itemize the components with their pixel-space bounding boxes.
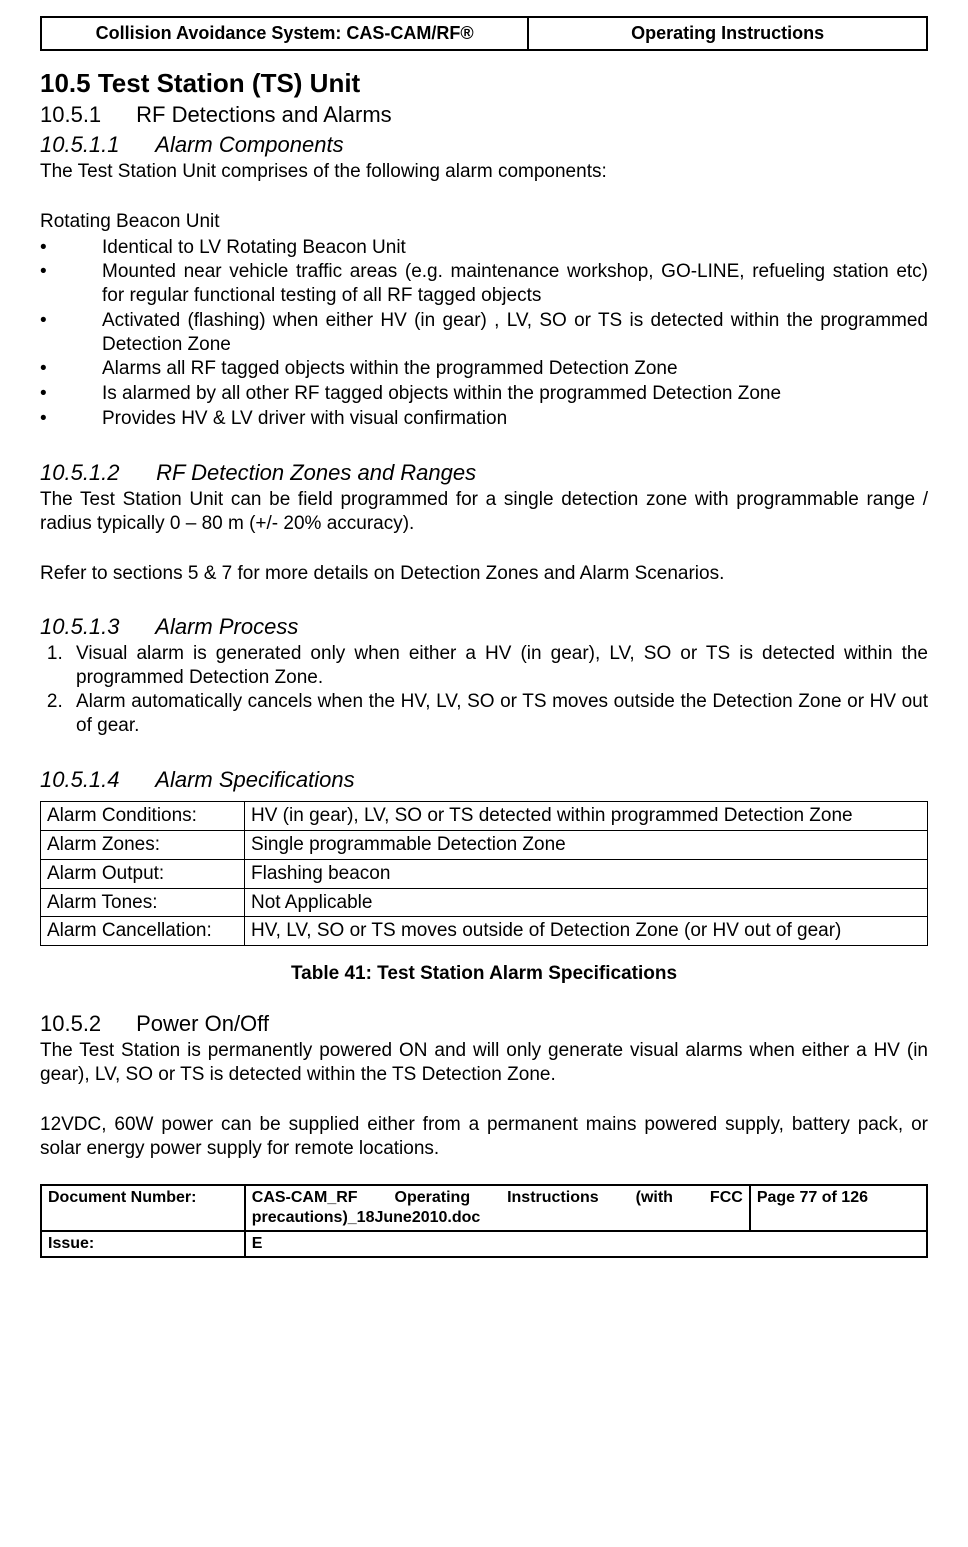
subheading-rotating-beacon: Rotating Beacon Unit <box>40 210 928 234</box>
alarm-spec-table: Alarm Conditions: HV (in gear), LV, SO o… <box>40 801 928 946</box>
heading-3-1: 10.5.1.1 Alarm Components <box>40 131 928 159</box>
table-row: Alarm Output: Flashing beacon <box>41 859 928 888</box>
table-caption: Table 41: Test Station Alarm Specificati… <box>40 962 928 986</box>
list-item: Identical to LV Rotating Beacon Unit <box>40 236 928 260</box>
spec-label: Alarm Conditions: <box>41 802 245 831</box>
list-item: Alarm automatically cancels when the HV,… <box>68 690 928 738</box>
header-bar: Collision Avoidance System: CAS-CAM/RF® … <box>40 16 928 51</box>
spec-label: Alarm Cancellation: <box>41 917 245 946</box>
list-item: Mounted near vehicle traffic areas (e.g.… <box>40 260 928 308</box>
spec-value: Single programmable Detection Zone <box>245 831 928 860</box>
heading-3-4-num: 10.5.1.4 <box>40 766 150 794</box>
header-right: Operating Instructions <box>528 17 927 50</box>
table-row: Alarm Cancellation: HV, LV, SO or TS mov… <box>41 917 928 946</box>
list-item: Provides HV & LV driver with visual conf… <box>40 407 928 431</box>
heading-3-2-title: RF Detection Zones and Ranges <box>156 460 476 485</box>
spec-label: Alarm Output: <box>41 859 245 888</box>
header-left: Collision Avoidance System: CAS-CAM/RF® <box>41 17 528 50</box>
spec-value: HV, LV, SO or TS moves outside of Detect… <box>245 917 928 946</box>
heading-3-1-title: Alarm Components <box>155 132 343 157</box>
para-5a: The Test Station is permanently powered … <box>40 1039 928 1087</box>
heading-2-2-title: Power On/Off <box>136 1011 269 1036</box>
heading-3-3-num: 10.5.1.3 <box>40 613 150 641</box>
heading-2-1-title: RF Detections and Alarms <box>136 102 392 127</box>
para-5b: 12VDC, 60W power can be supplied either … <box>40 1113 928 1161</box>
spec-value: Not Applicable <box>245 888 928 917</box>
page-content: Collision Avoidance System: CAS-CAM/RF® … <box>0 0 968 1274</box>
heading-2-1: 10.5.1 RF Detections and Alarms <box>40 101 928 129</box>
footer-page: Page 77 of 126 <box>750 1185 927 1231</box>
footer-issue-label: Issue: <box>41 1231 245 1257</box>
numbered-list-3: Visual alarm is generated only when eith… <box>40 642 928 738</box>
heading-2-1-num: 10.5.1 <box>40 101 130 129</box>
list-item: Visual alarm is generated only when eith… <box>68 642 928 690</box>
table-row: Alarm Conditions: HV (in gear), LV, SO o… <box>41 802 928 831</box>
list-item: Activated (flashing) when either HV (in … <box>40 309 928 357</box>
heading-3-1-num: 10.5.1.1 <box>40 131 150 159</box>
spec-label: Alarm Zones: <box>41 831 245 860</box>
para-2b: Refer to sections 5 & 7 for more details… <box>40 562 928 586</box>
list-item: Is alarmed by all other RF tagged object… <box>40 382 928 406</box>
heading-3-3: 10.5.1.3 Alarm Process <box>40 613 928 641</box>
spec-value: Flashing beacon <box>245 859 928 888</box>
heading-2-2: 10.5.2 Power On/Off <box>40 1010 928 1038</box>
heading-3-2-num: 10.5.1.2 <box>40 459 150 487</box>
intro-para: The Test Station Unit comprises of the f… <box>40 160 928 184</box>
footer-doc-label: Document Number: <box>41 1185 245 1231</box>
list-item: Alarms all RF tagged objects within the … <box>40 357 928 381</box>
para-2a: The Test Station Unit can be field progr… <box>40 488 928 536</box>
spec-label: Alarm Tones: <box>41 888 245 917</box>
heading-3-2: 10.5.1.2 RF Detection Zones and Ranges <box>40 459 928 487</box>
heading-2-2-num: 10.5.2 <box>40 1010 130 1038</box>
table-row: Alarm Tones: Not Applicable <box>41 888 928 917</box>
footer-doc-value: CAS-CAM_RF Operating Instructions (with … <box>245 1185 750 1231</box>
heading-3-4: 10.5.1.4 Alarm Specifications <box>40 766 928 794</box>
heading-1: 10.5 Test Station (TS) Unit <box>40 67 928 100</box>
footer-bar: Document Number: CAS-CAM_RF Operating In… <box>40 1184 928 1258</box>
footer-issue-value: E <box>245 1231 927 1257</box>
heading-3-4-title: Alarm Specifications <box>155 767 354 792</box>
bullet-list-1: Identical to LV Rotating Beacon Unit Mou… <box>40 236 928 431</box>
spec-value: HV (in gear), LV, SO or TS detected with… <box>245 802 928 831</box>
table-row: Alarm Zones: Single programmable Detecti… <box>41 831 928 860</box>
heading-3-3-title: Alarm Process <box>155 614 298 639</box>
